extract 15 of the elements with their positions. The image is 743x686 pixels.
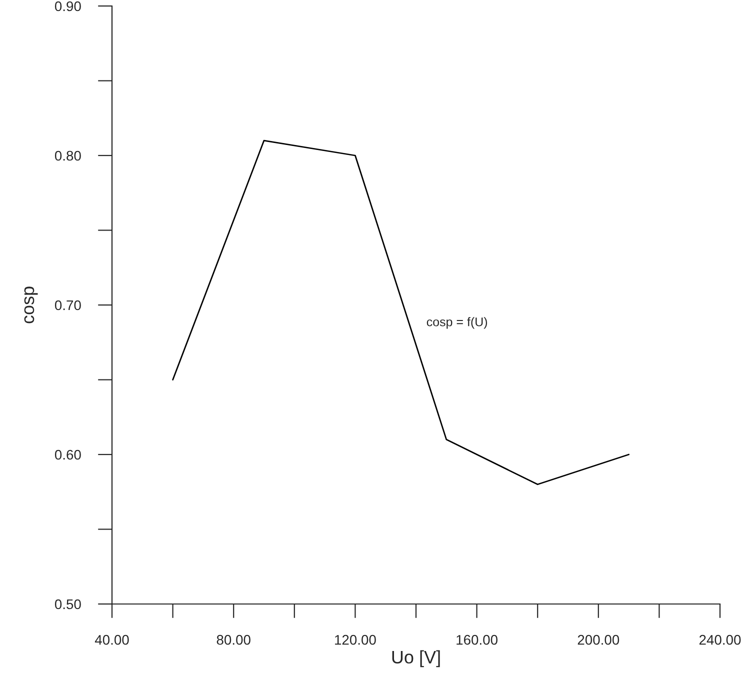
y-tick-label: 0.60 [54, 450, 81, 460]
x-tick-label: 80.00 [216, 634, 250, 645]
y-tick-label: 0.90 [54, 1, 81, 12]
x-tick-label: 120.00 [335, 634, 376, 645]
x-tick-label: 40.00 [94, 634, 129, 645]
y-tick-label: 0.50 [54, 599, 81, 610]
x-tick-label: 200.00 [578, 634, 620, 645]
annotation: cosp = f(U) [426, 317, 488, 329]
y-axis-title: cosp [24, 286, 38, 324]
y-tick-label: 0.80 [54, 150, 81, 161]
x-tick-label: 160.00 [456, 634, 498, 645]
y-tick-label: 0.70 [54, 300, 81, 310]
x-axis-title: Uo [V] [392, 650, 440, 668]
line-series [172, 140, 630, 486]
x-tick-label: 240.00 [699, 634, 741, 645]
